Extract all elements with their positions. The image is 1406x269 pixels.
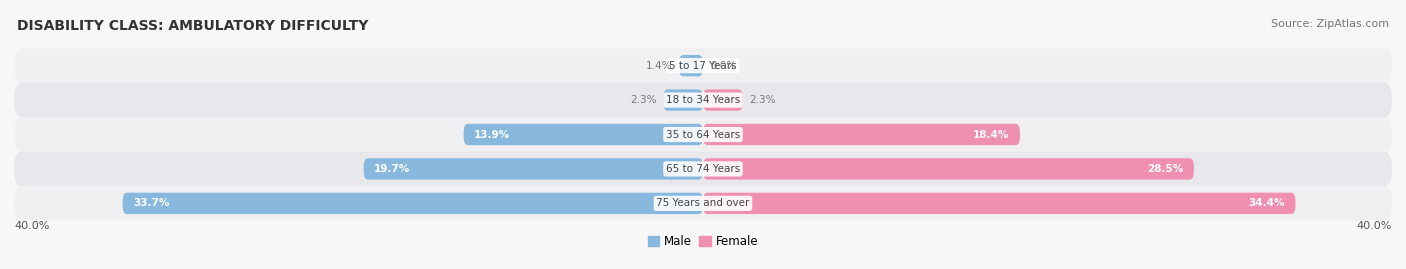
- Text: 0.0%: 0.0%: [710, 61, 737, 71]
- FancyBboxPatch shape: [703, 89, 742, 111]
- Text: 40.0%: 40.0%: [1357, 221, 1392, 231]
- Text: 2.3%: 2.3%: [630, 95, 657, 105]
- Text: 5 to 17 Years: 5 to 17 Years: [669, 61, 737, 71]
- FancyBboxPatch shape: [14, 186, 1392, 221]
- Text: DISABILITY CLASS: AMBULATORY DIFFICULTY: DISABILITY CLASS: AMBULATORY DIFFICULTY: [17, 19, 368, 33]
- Text: 13.9%: 13.9%: [474, 129, 510, 140]
- Text: 33.7%: 33.7%: [134, 198, 169, 208]
- Legend: Male, Female: Male, Female: [643, 230, 763, 253]
- FancyBboxPatch shape: [664, 89, 703, 111]
- FancyBboxPatch shape: [14, 117, 1392, 152]
- FancyBboxPatch shape: [14, 83, 1392, 117]
- Text: 65 to 74 Years: 65 to 74 Years: [666, 164, 740, 174]
- Text: 1.4%: 1.4%: [645, 61, 672, 71]
- Text: 35 to 64 Years: 35 to 64 Years: [666, 129, 740, 140]
- Text: 40.0%: 40.0%: [14, 221, 49, 231]
- Text: 34.4%: 34.4%: [1249, 198, 1285, 208]
- FancyBboxPatch shape: [464, 124, 703, 145]
- FancyBboxPatch shape: [703, 124, 1019, 145]
- FancyBboxPatch shape: [14, 152, 1392, 186]
- Text: 2.3%: 2.3%: [749, 95, 776, 105]
- Text: 18.4%: 18.4%: [973, 129, 1010, 140]
- Text: Source: ZipAtlas.com: Source: ZipAtlas.com: [1271, 19, 1389, 29]
- FancyBboxPatch shape: [703, 193, 1295, 214]
- Text: 18 to 34 Years: 18 to 34 Years: [666, 95, 740, 105]
- FancyBboxPatch shape: [122, 193, 703, 214]
- Text: 19.7%: 19.7%: [374, 164, 411, 174]
- Text: 75 Years and over: 75 Years and over: [657, 198, 749, 208]
- FancyBboxPatch shape: [364, 158, 703, 180]
- FancyBboxPatch shape: [703, 158, 1194, 180]
- FancyBboxPatch shape: [14, 48, 1392, 83]
- FancyBboxPatch shape: [679, 55, 703, 76]
- Text: 28.5%: 28.5%: [1147, 164, 1184, 174]
